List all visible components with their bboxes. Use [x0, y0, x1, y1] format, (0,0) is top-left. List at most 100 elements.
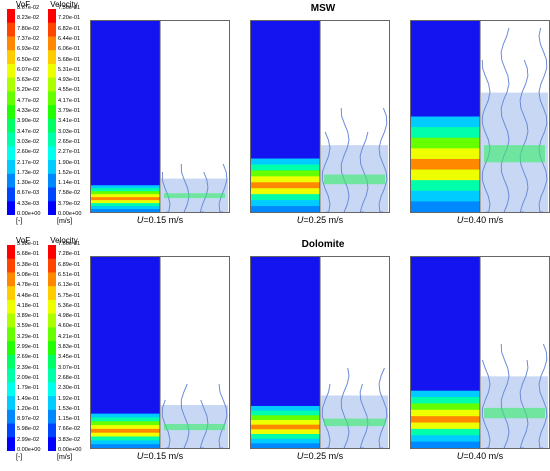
colorbar-segment — [7, 77, 15, 92]
colorbar-segment — [7, 22, 15, 37]
velocity-legend-title: Velocity — [50, 0, 78, 9]
vof-bed-band — [91, 444, 160, 448]
vof-bed-band — [251, 443, 320, 448]
velocity-plume — [340, 367, 350, 448]
colorbar-segment — [7, 327, 15, 342]
colorbar-tick-label: 6.50e-02 — [17, 56, 40, 63]
colorbar-segment — [48, 9, 56, 24]
velocity-plume — [218, 383, 228, 448]
vof-bed-band — [91, 413, 160, 419]
colorbar-tick-label: 6.93e-02 — [17, 46, 40, 53]
colorbar-segment — [7, 173, 15, 189]
colorbar-tick-label: 3.03e-01 — [58, 128, 81, 135]
colorbar-segment — [7, 160, 15, 175]
colorbar-tick-label: 2.99e-02 — [17, 436, 40, 443]
velocity-value: =0.25 m/s — [303, 451, 344, 461]
colorbar-segment — [48, 272, 56, 287]
colorbar-tick-label: 7.58e-02 — [58, 190, 81, 197]
colorbar-tick-label: 3.90e-02 — [17, 118, 40, 125]
colorbar-tick-label: 1.49e-01 — [17, 395, 40, 402]
vof-bed-band — [411, 180, 480, 192]
vof-contour-and-velocity-vectors — [251, 257, 389, 448]
colorbar-tick-label: 4.60e-01 — [58, 323, 81, 330]
vof-legend-title: VoF — [15, 236, 31, 245]
velocity-plume — [538, 343, 548, 448]
colorbar-tick-label: 5.38e-01 — [17, 261, 40, 268]
row-title: MSW — [310, 3, 336, 14]
colorbar-segment — [48, 187, 56, 202]
velocity-symbol: U — [456, 215, 464, 225]
vof-bed-band — [251, 419, 320, 426]
colorbar-tick-label: 3.83e-01 — [58, 344, 81, 350]
velocity-value: =0.25 m/s — [303, 215, 344, 225]
vof-bed-band — [251, 176, 320, 183]
velocity-plume — [340, 107, 350, 212]
colorbar-segment — [48, 299, 56, 315]
velocity-plume — [321, 131, 331, 212]
vof-bed-band — [251, 415, 320, 421]
colorbar-segment — [7, 105, 15, 120]
velocity-plume — [378, 367, 388, 448]
colorbar-segment — [48, 368, 56, 383]
colorbar-segment — [48, 146, 56, 161]
vof-contour-and-velocity-vectors — [411, 257, 549, 448]
colorbar-tick-label: 3.47e-02 — [17, 128, 40, 135]
colorbar-tick-label: 1.53e-01 — [58, 405, 81, 412]
vof-bed-band — [91, 421, 160, 426]
velocity-caption: U=0.40 m/s — [430, 215, 530, 227]
colorbar-tick-label: 1.14e-01 — [58, 180, 81, 187]
colorbar-segment — [48, 258, 56, 273]
colorbar-segment — [7, 36, 15, 51]
vof-colorbar — [7, 9, 15, 215]
velocity-symbol: U — [296, 451, 304, 461]
vof-bed-band — [411, 390, 480, 398]
colorbar-segment — [7, 9, 15, 24]
velocity-plume — [481, 59, 491, 212]
velocity-colorbar — [48, 245, 56, 451]
colorbar-tick-label: 7.20e-01 — [58, 15, 81, 22]
velocity-plume — [321, 383, 331, 448]
colorbar-segment — [48, 77, 56, 92]
simulation-panel — [90, 20, 230, 213]
vof-bed-band — [91, 425, 160, 430]
colorbar-segment — [48, 396, 56, 411]
vof-bed-band — [251, 182, 320, 189]
colorbar-tick-label: 5.08e-01 — [17, 271, 40, 278]
vof-bed-band — [91, 185, 160, 189]
colorbar-segment — [7, 187, 15, 202]
colorbar-tick-label: 6.44e-01 — [58, 35, 81, 42]
colorbar-tick-label: 1.90e-01 — [58, 159, 81, 166]
vof-contour-and-velocity-vectors — [91, 257, 229, 448]
vof-contour-and-velocity-vectors — [91, 21, 229, 212]
velocity-value: =0.15 m/s — [143, 451, 184, 461]
colorbar-tick-label: 2.17e-02 — [17, 159, 40, 166]
vof-contour-and-velocity-vectors — [411, 21, 549, 212]
colorbar-segment — [48, 437, 56, 451]
vof-bed-band — [411, 422, 480, 430]
velocity-high-band — [164, 423, 225, 431]
colorbar-segment — [7, 423, 15, 438]
colorbar-tick-label: 7.66e-01 — [58, 241, 81, 247]
colorbar-segment — [7, 132, 15, 147]
vof-bed-band — [411, 148, 480, 160]
velocity-high-band — [164, 193, 225, 199]
velocity-symbol: U — [136, 215, 144, 225]
vof-bed-band — [411, 416, 480, 424]
colorbar-segment — [7, 396, 15, 411]
velocity-symbol: U — [136, 451, 144, 461]
vof-bed-band — [411, 169, 480, 181]
vof-bed-band — [411, 428, 480, 436]
colorbar-segment — [7, 313, 15, 328]
vof-bed-band — [251, 200, 320, 207]
colorbar-segment — [48, 173, 56, 189]
colorbar-segment — [48, 132, 56, 147]
colorbar-segment — [48, 201, 56, 215]
velocity-plume — [218, 163, 228, 212]
vof-bed-band — [411, 403, 480, 411]
colorbar-segment — [48, 50, 56, 65]
vof-legend-title: VoF — [15, 0, 31, 9]
velocity-plume — [500, 343, 510, 448]
colorbar-tick-label: 1.30e-02 — [17, 180, 40, 187]
colorbar-segment — [48, 91, 56, 106]
vof-bed-band — [91, 428, 160, 434]
